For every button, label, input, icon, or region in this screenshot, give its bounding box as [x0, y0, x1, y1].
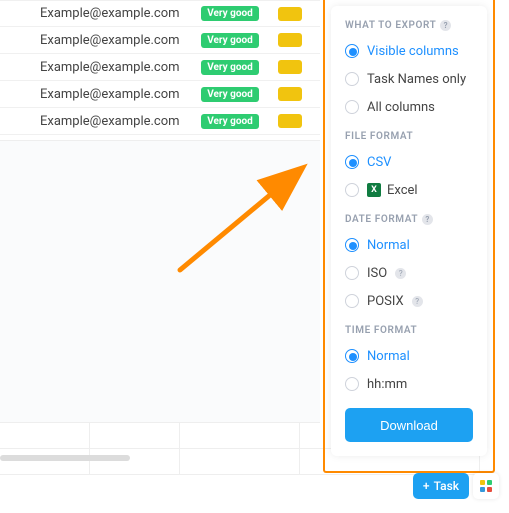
apps-button[interactable]: [473, 473, 499, 499]
table-row[interactable]: Example@example.com Very good: [0, 54, 320, 81]
option-label: Normal: [367, 349, 410, 364]
table-row[interactable]: Example@example.com Very good: [0, 108, 320, 135]
radio-icon: [345, 183, 359, 197]
status-badge: Very good: [201, 87, 259, 102]
help-icon[interactable]: ?: [395, 268, 406, 279]
section-title-label: WHAT TO EXPORT: [345, 20, 436, 31]
horizontal-scrollbar[interactable]: [0, 455, 130, 461]
data-table: Example@example.com Very good Example@ex…: [0, 0, 320, 135]
excel-icon: X: [367, 183, 381, 197]
table-row[interactable]: Example@example.com Very good: [0, 81, 320, 108]
status-chip: [278, 7, 302, 21]
option-label: CSV: [367, 155, 391, 170]
option-visible-columns[interactable]: Visible columns: [345, 37, 473, 65]
export-panel: WHAT TO EXPORT ? Visible columns Task Na…: [331, 6, 487, 456]
option-date-normal[interactable]: Normal: [345, 231, 473, 259]
help-icon[interactable]: ?: [412, 296, 423, 307]
table-row[interactable]: Example@example.com Very good: [0, 0, 320, 27]
radio-icon: [345, 72, 359, 86]
section-title-what-to-export: WHAT TO EXPORT ?: [345, 20, 473, 31]
status-badge: Very good: [201, 6, 259, 21]
download-button[interactable]: Download: [345, 408, 473, 442]
email-cell: Example@example.com: [0, 60, 185, 75]
status-chip: [278, 114, 302, 128]
section-title-date-format: DATE FORMAT ?: [345, 214, 473, 225]
option-label: Task Names only: [367, 72, 466, 87]
option-label: POSIX: [367, 294, 404, 309]
option-time-hhmm[interactable]: hh:mm: [345, 370, 473, 398]
status-chip: [278, 33, 302, 47]
option-label: ISO: [367, 266, 387, 281]
option-label: hh:mm: [367, 377, 407, 392]
status-chip: [278, 60, 302, 74]
task-button-label: Task: [434, 479, 459, 493]
radio-icon: [345, 377, 359, 391]
option-time-normal[interactable]: Normal: [345, 342, 473, 370]
radio-icon: [345, 44, 359, 58]
radio-icon: [345, 294, 359, 308]
radio-icon: [345, 266, 359, 280]
section-title-label: TIME FORMAT: [345, 325, 417, 336]
help-icon[interactable]: ?: [440, 20, 451, 31]
apps-grid-icon: [480, 480, 492, 492]
email-cell: Example@example.com: [0, 87, 185, 102]
status-chip: [278, 87, 302, 101]
table-row[interactable]: Example@example.com Very good: [0, 27, 320, 54]
option-csv[interactable]: CSV: [345, 148, 473, 176]
email-cell: Example@example.com: [0, 6, 185, 21]
section-title-time-format: TIME FORMAT: [345, 325, 473, 336]
option-label: Excel: [387, 183, 418, 198]
option-task-names-only[interactable]: Task Names only: [345, 65, 473, 93]
option-all-columns[interactable]: All columns: [345, 93, 473, 121]
status-badge: Very good: [201, 33, 259, 48]
radio-icon: [345, 349, 359, 363]
option-excel[interactable]: X Excel: [345, 176, 473, 204]
new-task-button[interactable]: + Task: [413, 473, 469, 499]
radio-icon: [345, 100, 359, 114]
email-cell: Example@example.com: [0, 114, 185, 129]
email-cell: Example@example.com: [0, 33, 185, 48]
option-label: Normal: [367, 238, 410, 253]
status-badge: Very good: [201, 114, 259, 129]
plus-icon: +: [423, 479, 430, 493]
section-title-label: DATE FORMAT: [345, 214, 418, 225]
radio-icon: [345, 238, 359, 252]
section-title-file-format: FILE FORMAT: [345, 131, 473, 142]
option-label: Visible columns: [367, 44, 459, 59]
status-badge: Very good: [201, 60, 259, 75]
option-date-iso[interactable]: ISO ?: [345, 259, 473, 287]
empty-section: [0, 140, 320, 423]
option-date-posix[interactable]: POSIX ?: [345, 287, 473, 315]
radio-icon: [345, 155, 359, 169]
option-label: All columns: [367, 100, 435, 115]
section-title-label: FILE FORMAT: [345, 131, 413, 142]
help-icon[interactable]: ?: [422, 214, 433, 225]
